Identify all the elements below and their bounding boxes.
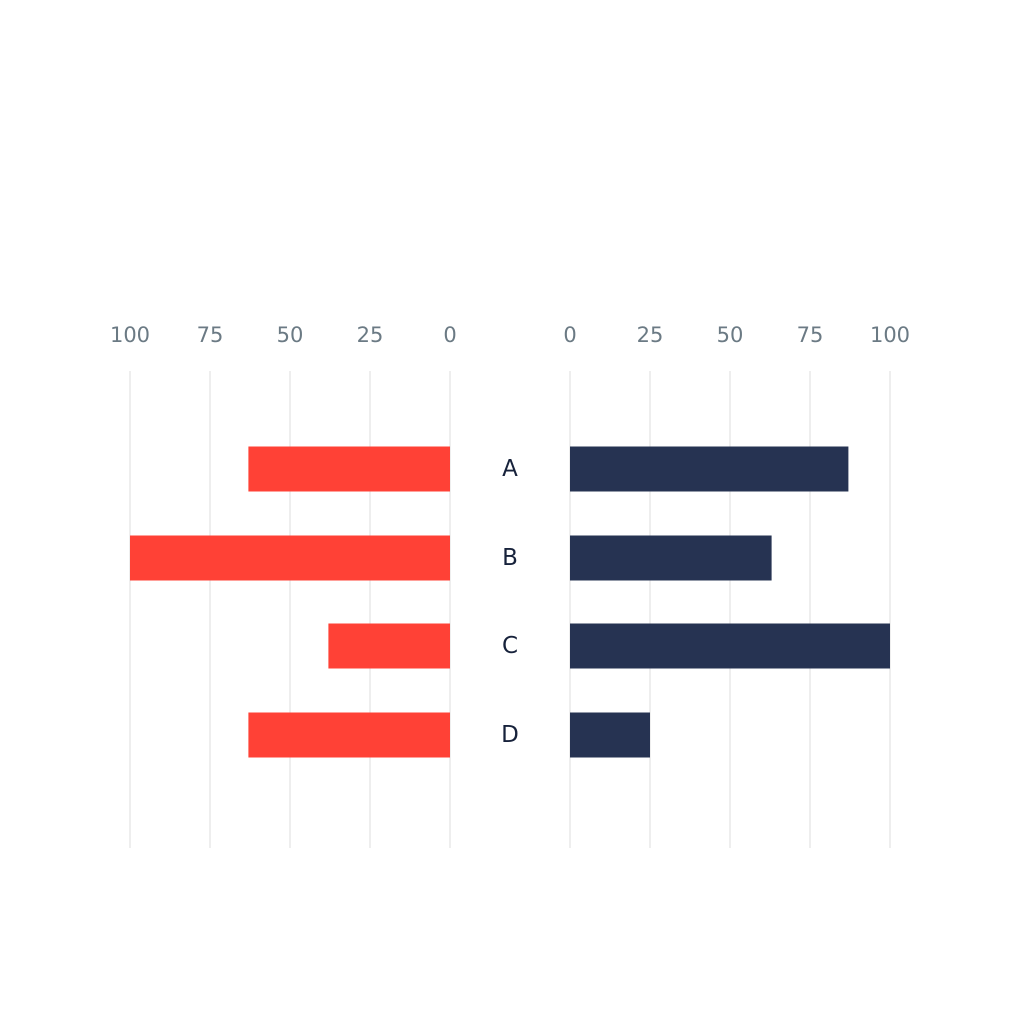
tick-label-right-75: 75: [797, 323, 824, 347]
category-label-D: D: [501, 722, 519, 748]
bar-right-A: [570, 446, 849, 492]
category-labels: A B C D: [501, 456, 519, 748]
bar-left-C: [328, 623, 450, 669]
category-label-A: A: [502, 456, 518, 482]
bars: [130, 446, 890, 758]
tick-label-left-0: 0: [443, 323, 456, 347]
bar-right-B: [570, 535, 772, 581]
bar-left-D: [248, 712, 450, 758]
bar-left-B: [130, 535, 450, 581]
tick-label-right-0: 0: [563, 323, 576, 347]
bar-left-A: [248, 446, 450, 492]
bar-right-C: [570, 623, 890, 669]
tick-label-left-50: 50: [277, 323, 304, 347]
gridlines: [129, 371, 891, 848]
tick-label-right-100: 100: [870, 323, 910, 347]
tick-label-right-50: 50: [717, 323, 744, 347]
axis-ticks: 0 0 25 25 50 50 75 75 100 100: [110, 323, 910, 347]
bar-right-D: [570, 712, 650, 758]
tick-label-left-75: 75: [197, 323, 224, 347]
tick-label-left-25: 25: [357, 323, 384, 347]
tick-label-right-25: 25: [637, 323, 664, 347]
category-label-C: C: [502, 633, 518, 659]
tick-label-left-100: 100: [110, 323, 150, 347]
category-label-B: B: [502, 545, 518, 571]
